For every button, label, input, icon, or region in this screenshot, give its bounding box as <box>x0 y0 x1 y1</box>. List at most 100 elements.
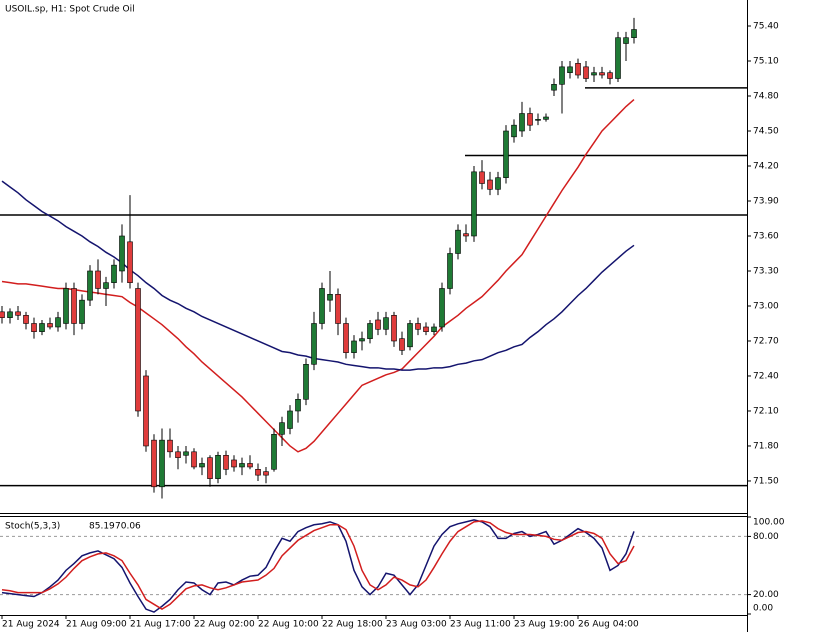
candle-body <box>111 264 117 283</box>
candle-body <box>207 457 213 479</box>
moving-average <box>1 98 635 453</box>
candle-body <box>599 72 605 76</box>
candle-body <box>367 323 373 339</box>
candle-body <box>343 323 349 353</box>
candle-body <box>303 364 309 400</box>
candle-body <box>359 338 365 342</box>
y-tick-label: 72.40 <box>753 371 779 381</box>
y-tick-label: 100.00 <box>753 518 785 528</box>
candle-body <box>31 323 37 332</box>
candle-body <box>471 171 477 237</box>
stoch-line <box>1 520 635 611</box>
y-tick-label: 73.90 <box>753 196 779 206</box>
x-tick-label: 23 Aug 19:00 <box>514 620 575 630</box>
y-tick-label: 74.20 <box>753 162 779 172</box>
candle-body <box>79 299 85 324</box>
chart-title: USOIL.sp, H1: Spot Crude Oil <box>5 5 135 15</box>
candle-body <box>0 311 5 318</box>
candle-body <box>399 338 405 351</box>
candle-body <box>95 270 101 289</box>
candle-body <box>383 317 389 330</box>
indicator-title: Stoch(5,3,3) <box>5 522 60 532</box>
y-tick-label: 75.10 <box>753 57 779 67</box>
candle-body <box>143 375 149 447</box>
candle-body <box>119 235 125 272</box>
candle-body <box>423 326 429 332</box>
candle-body <box>151 439 157 488</box>
moving-average <box>1 180 635 371</box>
candle-body <box>503 130 509 178</box>
candle-body <box>23 315 29 324</box>
candle-body <box>431 326 437 332</box>
candle-body <box>255 469 261 476</box>
candle-body <box>287 410 293 429</box>
candle-body <box>55 317 61 328</box>
candle-body <box>623 37 629 44</box>
candle-body <box>127 241 133 283</box>
candle-body <box>87 270 93 301</box>
x-tick-label: 26 Aug 04:00 <box>578 620 639 630</box>
candle-body <box>487 179 493 190</box>
candle-body <box>175 451 181 458</box>
candle-body <box>511 124 517 138</box>
candle-body <box>583 66 589 79</box>
candle-body <box>7 311 13 318</box>
candle-body <box>415 323 421 330</box>
candle-body <box>47 323 53 328</box>
x-tick-label: 21 Aug 2024 <box>2 620 60 630</box>
candle-body <box>327 294 333 301</box>
y-tick-label: 20.00 <box>753 590 779 600</box>
candle-body <box>215 455 221 479</box>
y-tick-label: 73.60 <box>753 231 779 241</box>
candle-body <box>527 113 533 126</box>
y-tick-label: 0.00 <box>753 604 773 614</box>
x-tick-label: 21 Aug 09:00 <box>66 620 127 630</box>
candle-body <box>375 319 381 330</box>
candle-body <box>479 171 485 184</box>
x-tick-label: 22 Aug 10:00 <box>258 620 319 630</box>
x-tick-label: 22 Aug 18:00 <box>322 620 383 630</box>
main-plot <box>0 17 747 499</box>
candle-body <box>231 459 237 468</box>
y-tick-label: 72.70 <box>753 336 779 346</box>
y-tick-label: 73.00 <box>753 301 779 311</box>
candle-body <box>271 434 277 470</box>
y-tick-label: 71.80 <box>753 441 779 451</box>
y-tick-label: 80.00 <box>753 532 779 542</box>
candle-body <box>183 451 189 456</box>
y-tick-label: 75.40 <box>753 22 779 32</box>
y-tick-label: 72.10 <box>753 406 779 416</box>
candle-body <box>167 439 173 453</box>
candle-body <box>191 451 197 468</box>
candle-body <box>575 63 581 76</box>
x-tick-label: 23 Aug 11:00 <box>450 620 511 630</box>
candle-body <box>551 84 557 91</box>
candle-body <box>63 288 69 324</box>
candle-body <box>295 399 301 412</box>
y-tick-label: 74.50 <box>753 127 779 137</box>
candle-body <box>391 315 397 342</box>
candle-body <box>535 119 541 121</box>
candle-body <box>439 288 445 328</box>
x-tick-label: 22 Aug 02:00 <box>194 620 255 630</box>
candle-body <box>319 288 325 324</box>
candle-body <box>567 66 573 73</box>
y-tick-label: 74.80 <box>753 92 779 102</box>
candle-body <box>351 340 357 353</box>
x-tick-label: 21 Aug 17:00 <box>130 620 191 630</box>
candle-body <box>223 455 229 470</box>
stoch-line <box>1 519 635 613</box>
candle-body <box>519 113 525 132</box>
candle-body <box>311 323 317 365</box>
candle-body <box>279 422 285 435</box>
candle-body <box>15 311 21 316</box>
y-tick-label: 73.30 <box>753 266 779 276</box>
candle-body <box>103 282 109 289</box>
x-tick-label: 23 Aug 03:00 <box>386 620 447 630</box>
candle-body <box>71 288 77 324</box>
candle-body <box>543 116 549 120</box>
candle-body <box>559 66 565 85</box>
y-tick-label: 71.50 <box>753 476 779 486</box>
